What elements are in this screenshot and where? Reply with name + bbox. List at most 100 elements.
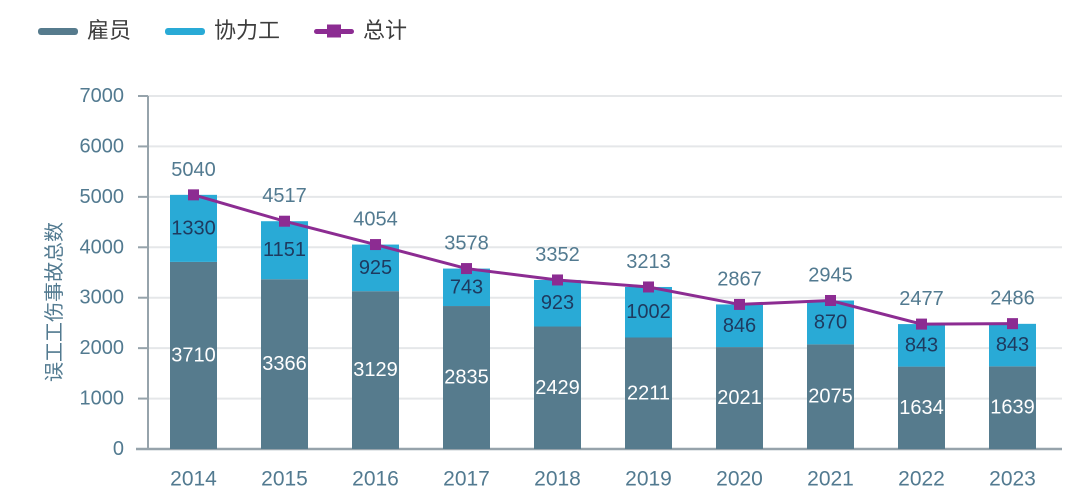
total-marker [461, 263, 472, 275]
total-value-label: 4054 [353, 209, 398, 231]
employees-value-label: 2211 [627, 382, 670, 404]
contractors-value-label: 1330 [171, 217, 216, 239]
employees-bar [534, 326, 581, 449]
x-tick-label: 2015 [261, 468, 308, 491]
legend-item-employees: 雇员 [38, 20, 131, 42]
employees-bar [625, 337, 672, 449]
bar-group-2023: 1639 843 2486 [989, 288, 1036, 449]
contractors-bar [170, 194, 217, 262]
employees-value-label: 2429 [535, 377, 580, 399]
contractors-value-label: 843 [905, 334, 938, 356]
total-marker [552, 274, 563, 286]
total-marker [370, 239, 381, 251]
employees-bar [898, 366, 945, 449]
legend-bar-swatch-employees [38, 27, 78, 35]
y-tick-label: 2000 [80, 337, 125, 359]
y-tick-label: 1000 [80, 388, 125, 410]
total-marker [188, 189, 199, 201]
legend-label-total: 总计 [363, 18, 408, 43]
contractors-bar [625, 286, 672, 338]
total-value-label: 3352 [535, 244, 580, 266]
contractors-bar [443, 268, 490, 307]
legend: 雇员 协力工 总计 [38, 20, 407, 42]
employees-value-label: 2835 [444, 367, 489, 389]
contractors-bar [716, 304, 763, 348]
total-marker [734, 298, 745, 310]
x-tick-label: 2016 [352, 468, 399, 491]
x-tick-label: 2019 [625, 468, 672, 491]
total-marker [825, 294, 836, 306]
employees-bar [443, 306, 490, 449]
legend-bar-swatch-contractors [165, 27, 206, 35]
y-axis-title: 误工工伤事故总数 [43, 222, 66, 382]
employees-value-label: 1634 [899, 397, 944, 419]
bar-group-2015: 3366 1151 4517 [261, 185, 308, 449]
total-value-label: 4517 [262, 185, 307, 207]
total-value-label: 2477 [899, 288, 944, 310]
bar-group-2022: 1634 843 2477 [898, 288, 945, 449]
legend-item-total: 总计 [314, 20, 407, 42]
x-tick-label: 2023 [989, 468, 1036, 491]
total-value-label: 5040 [171, 159, 216, 181]
contractors-bar [534, 279, 581, 327]
legend-square-marker-icon [327, 24, 342, 38]
legend-item-contractors: 协力工 [165, 20, 280, 42]
bar-group-2017: 2835 743 3578 [443, 233, 490, 449]
employees-bar [716, 347, 763, 449]
employees-bar [807, 344, 854, 449]
employees-bar [989, 366, 1036, 449]
x-tick-label: 2014 [170, 468, 217, 491]
total-value-label: 3578 [444, 233, 489, 255]
total-marker [643, 281, 654, 293]
total-marker [916, 318, 927, 330]
bar-group-2019: 2211 1002 3213 [625, 251, 672, 449]
contractors-value-label: 846 [723, 315, 756, 337]
total-value-label: 2486 [990, 288, 1035, 310]
employees-value-label: 2021 [717, 387, 762, 409]
x-tick-label: 2020 [716, 468, 763, 491]
y-tick-label: 4000 [80, 236, 125, 258]
contractors-value-label: 843 [996, 334, 1029, 356]
x-tick-label: 2021 [807, 468, 854, 491]
employees-value-label: 1639 [990, 397, 1035, 419]
employees-bar [170, 261, 217, 449]
bar-group-2020: 2021 846 2867 [716, 268, 763, 449]
employees-value-label: 3129 [353, 359, 398, 381]
total-marker [1007, 318, 1018, 330]
total-value-label: 3213 [626, 251, 671, 273]
y-tick-label: 6000 [80, 135, 125, 157]
legend-line-swatch-total [314, 24, 355, 38]
contractors-bar [807, 300, 854, 345]
x-tick-label: 2017 [443, 468, 490, 491]
contractors-value-label: 923 [541, 292, 574, 314]
bar-group-2018: 2429 923 3352 [534, 244, 581, 449]
contractors-value-label: 743 [450, 276, 483, 298]
y-tick-label: 5000 [80, 186, 125, 208]
total-value-label: 2945 [808, 264, 853, 286]
contractors-bar [898, 324, 945, 367]
employees-bar [261, 279, 308, 449]
legend-label-contractors: 协力工 [214, 18, 281, 43]
y-tick-label: 3000 [80, 287, 125, 309]
employees-value-label: 3710 [171, 344, 216, 366]
total-value-label: 2867 [717, 268, 762, 290]
contractors-value-label: 870 [814, 311, 847, 333]
y-tick-label: 0 [113, 438, 124, 460]
contractors-value-label: 1151 [263, 239, 306, 261]
y-tick-label: 7000 [80, 85, 125, 107]
contractors-bar [989, 323, 1036, 367]
contractors-value-label: 1002 [626, 301, 671, 323]
legend-label-employees: 雇员 [87, 18, 132, 43]
employees-value-label: 2075 [808, 386, 853, 408]
contractors-value-label: 925 [359, 257, 392, 279]
x-tick-label: 2022 [898, 468, 945, 491]
total-line [193, 193, 1013, 326]
contractors-bar [261, 221, 308, 280]
bar-group-2021: 2075 870 2945 [807, 264, 854, 449]
bar-group-2016: 3129 925 4054 [352, 209, 399, 449]
bar-group-2014: 3710 1330 5040 [170, 159, 217, 449]
x-tick-label: 2018 [534, 468, 581, 491]
total-marker [279, 215, 290, 227]
